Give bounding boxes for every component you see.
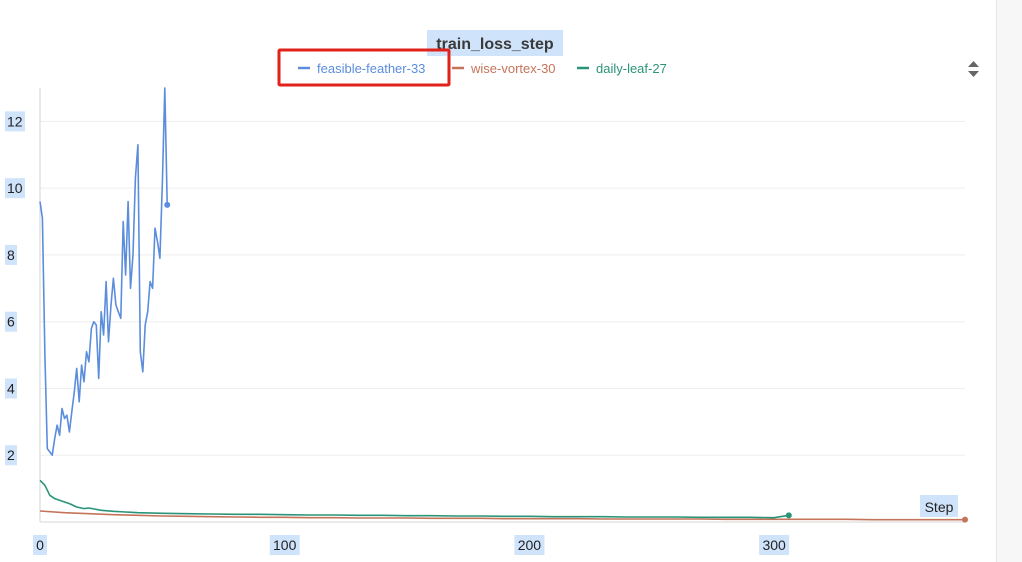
- legend-label-2[interactable]: daily-leaf-27: [596, 61, 667, 76]
- x-axis-title-highlight: [920, 495, 958, 517]
- series-line-wise-vortex-30: [39, 510, 965, 521]
- series-line-feasible-feather-33: [39, 87, 168, 457]
- legend-label-1[interactable]: wise-vortex-30: [470, 61, 556, 76]
- x-axis-title: Step: [925, 499, 954, 515]
- side-panel-edge: [996, 0, 1022, 562]
- series-line-daily-leaf-27: [39, 479, 789, 519]
- series-group: [39, 87, 968, 523]
- y-tick-highlight-0: [5, 445, 17, 466]
- series-end-point-feasible-feather-33: [164, 201, 171, 208]
- y-tick-highlight-2: [5, 311, 17, 332]
- y-tick-label-0: 2: [7, 447, 15, 463]
- x-tick-highlight-1: [269, 535, 300, 555]
- series-end-point-wise-vortex-30: [962, 516, 968, 523]
- x-tick-highlight-3: [759, 535, 790, 555]
- x-tick-highlight-2: [514, 535, 545, 555]
- x-tick-highlight-0: [33, 535, 47, 555]
- x-tick-label-3: 300: [762, 537, 786, 553]
- x-tick-label-0: 0: [36, 537, 44, 553]
- legend-highlight-box: [277, 48, 451, 87]
- x-tick-label-1: 100: [273, 537, 297, 553]
- x-tick-label-2: 200: [518, 537, 542, 553]
- y-tick-highlight-5: [5, 111, 25, 132]
- y-tick-highlight-4: [5, 178, 25, 199]
- series-end-point-daily-leaf-27: [785, 512, 792, 519]
- chart-title: train_loss_step: [436, 36, 554, 53]
- y-tick-label-3: 8: [7, 247, 15, 263]
- y-tick-highlight-1: [5, 378, 17, 399]
- legend: feasible-feather-33 wise-vortex-30 daily-l…: [298, 61, 667, 76]
- y-tick-label-4: 10: [7, 180, 23, 196]
- y-tick-highlight-3: [5, 244, 17, 265]
- y-tick-label-1: 4: [7, 380, 15, 396]
- y-tick-label-5: 12: [7, 113, 23, 129]
- legend-label-0[interactable]: feasible-feather-33: [317, 61, 425, 76]
- grid-lines: [40, 120, 965, 456]
- y-tick-label-2: 6: [7, 314, 15, 330]
- y-tick-labels: 2 4 6 8 10 12: [5, 111, 25, 466]
- x-tick-labels: 0 100 200 300: [33, 535, 790, 555]
- panel-menu-icon[interactable]: [968, 61, 979, 77]
